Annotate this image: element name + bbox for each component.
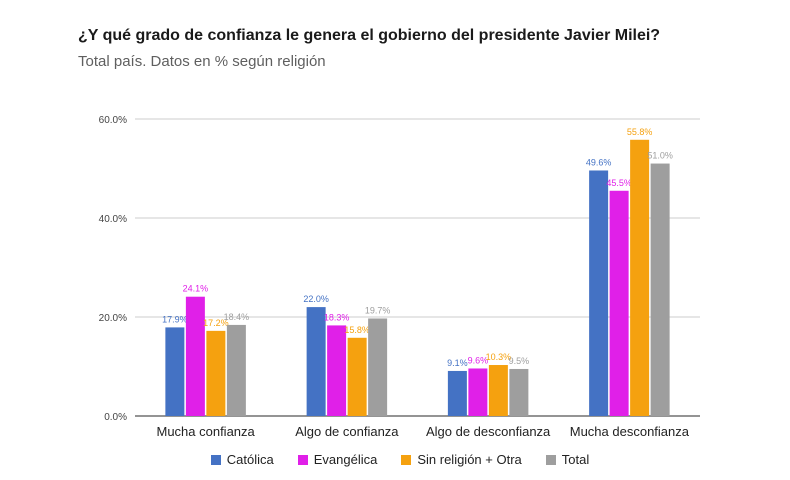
legend-swatch [210, 454, 221, 465]
data-label: 18.4% [224, 312, 250, 322]
data-label: 22.0% [303, 294, 329, 304]
data-label: 9.1% [447, 358, 468, 368]
bar [609, 190, 629, 416]
legend-item: Evangélica [297, 452, 378, 467]
y-tick-label: 60.0% [99, 115, 127, 126]
legend-item: Católica [210, 452, 274, 467]
data-label: 9.5% [509, 356, 530, 366]
bar [650, 163, 670, 416]
chart-legend: Católica Evangélica Sin religión + Otra Tot… [0, 452, 790, 467]
bar [368, 318, 388, 416]
data-label: 55.8% [627, 127, 653, 137]
data-label: 49.6% [586, 157, 612, 167]
legend-label: Total [561, 452, 590, 467]
bar-chart: 0.0% 20.0% 40.0% 60.0% 17.9% 24.1% 17.2%18.4% M… [99, 115, 700, 439]
bar [185, 296, 205, 416]
y-tick-label: 40.0% [99, 214, 127, 225]
bar [206, 330, 226, 416]
legend-label: Sin religión + Otra [417, 452, 522, 467]
data-label: 18.3% [324, 312, 350, 322]
bar [589, 170, 609, 416]
bar [165, 327, 185, 416]
chart-title: ¿Y qué grado de confianza le genera el g… [78, 27, 661, 44]
data-label: 15.8% [344, 325, 370, 335]
data-label: 17.2% [203, 318, 229, 328]
category-label: Mucha confianza [156, 424, 255, 439]
legend-item: Total [545, 452, 590, 467]
bar [347, 337, 367, 416]
y-tick-label: 0.0% [104, 412, 127, 423]
bar [509, 368, 529, 416]
legend-label: Evangélica [313, 452, 378, 467]
data-label: 51.0% [647, 151, 673, 161]
bar [630, 139, 650, 417]
category-label: Mucha desconfianza [570, 424, 690, 439]
chart-subtitle: Total país. Datos en % según religión [78, 53, 326, 70]
data-label: 24.1% [183, 284, 209, 294]
category-label: Algo de confianza [295, 424, 399, 439]
y-tick-label: 20.0% [99, 313, 127, 324]
legend-item: Sin religión + Otra [401, 452, 522, 467]
legend-swatch [401, 454, 412, 465]
bar [488, 365, 508, 416]
bar [468, 368, 488, 416]
bar [306, 307, 326, 416]
data-label: 10.3% [486, 352, 512, 362]
legend-label: Católica [226, 452, 274, 467]
bar [447, 370, 467, 416]
legend-swatch [545, 454, 556, 465]
data-label: 9.6% [468, 355, 489, 365]
bar [226, 324, 246, 416]
data-label: 19.7% [365, 305, 391, 315]
data-label: 45.5% [606, 178, 632, 188]
bar [327, 325, 347, 416]
legend-swatch [297, 454, 308, 465]
data-label: 17.9% [162, 314, 188, 324]
category-label: Algo de desconfianza [426, 424, 551, 439]
